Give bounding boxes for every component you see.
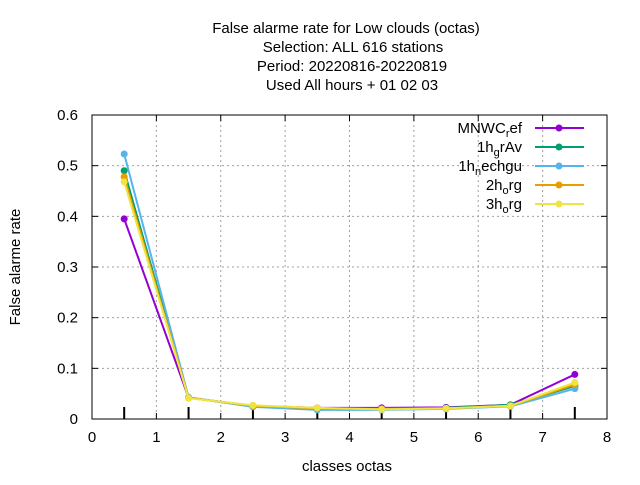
data-point [120, 178, 128, 186]
data-point [249, 401, 257, 409]
legend-label: 3horg [486, 196, 522, 216]
axes: 0 1 2 3 4 5 6 7 8 0 0.1 0.2 0.3 0.4 0.5 0.6 [57, 107, 611, 446]
data-point [120, 150, 128, 158]
y-axis-label: False alarme rate [7, 209, 24, 326]
series-line [123, 181, 576, 411]
x-tick-label: 0 [88, 429, 96, 446]
data-point [571, 370, 579, 378]
x-tick-label: 6 [474, 429, 482, 446]
legend-entry-2: 1hgrAv [477, 139, 584, 159]
data-point [185, 394, 193, 402]
x-tick-label: 4 [345, 429, 353, 446]
legend-entry-5: 3horg [486, 196, 584, 216]
x-tick-label: 5 [410, 429, 418, 446]
y-tick-label: 0 [70, 411, 78, 428]
legend-marker [555, 124, 563, 132]
x-tick-label: 1 [152, 429, 160, 446]
data-point [313, 404, 321, 412]
title-line-3: Period: 20220816-20220819 [257, 58, 447, 75]
legend-marker [555, 162, 563, 170]
legend-label: 2horg [486, 177, 522, 197]
title-line-2: Selection: ALL 616 stations [263, 39, 443, 56]
legend-marker [555, 200, 563, 208]
chart-title: False alarme rate for Low clouds (octas)… [212, 20, 480, 94]
data-point [506, 402, 514, 410]
legend-entry-1: MNWCref [457, 120, 584, 140]
title-line-4: Used All hours + 01 02 03 [266, 77, 438, 94]
data-point [571, 379, 579, 387]
legend-entry-4: 2horg [486, 177, 584, 197]
y-tick-label: 0.2 [57, 310, 78, 327]
data-point [120, 173, 128, 181]
data-point [120, 167, 128, 175]
legend-entry-3: 1hnechgu [458, 158, 584, 178]
x-tick-label: 2 [217, 429, 225, 446]
legend-label: 1hgrAv [477, 139, 523, 159]
y-tick-label: 0.3 [57, 259, 78, 276]
legend-marker [555, 181, 563, 189]
x-tick-label: 3 [281, 429, 289, 446]
grid [92, 115, 607, 419]
legend-label: 1hnechgu [458, 158, 522, 178]
y-tick-label: 0.1 [57, 360, 78, 377]
data-point [442, 404, 450, 412]
series-layer [120, 150, 579, 414]
x-tick-label: 8 [603, 429, 611, 446]
data-point [378, 405, 386, 413]
y-tick-label: 0.5 [57, 158, 78, 175]
legend-marker [555, 143, 563, 151]
x-axis-label: classes octas [302, 458, 392, 475]
x-tick-label: 7 [538, 429, 546, 446]
series-5 [120, 178, 579, 413]
legend-label: MNWCref [457, 120, 522, 140]
y-tick-label: 0.6 [57, 107, 78, 124]
data-point [120, 215, 128, 223]
title-line-1: False alarme rate for Low clouds (octas) [212, 20, 480, 37]
series-line [123, 218, 576, 409]
y-tick-label: 0.4 [57, 208, 78, 225]
